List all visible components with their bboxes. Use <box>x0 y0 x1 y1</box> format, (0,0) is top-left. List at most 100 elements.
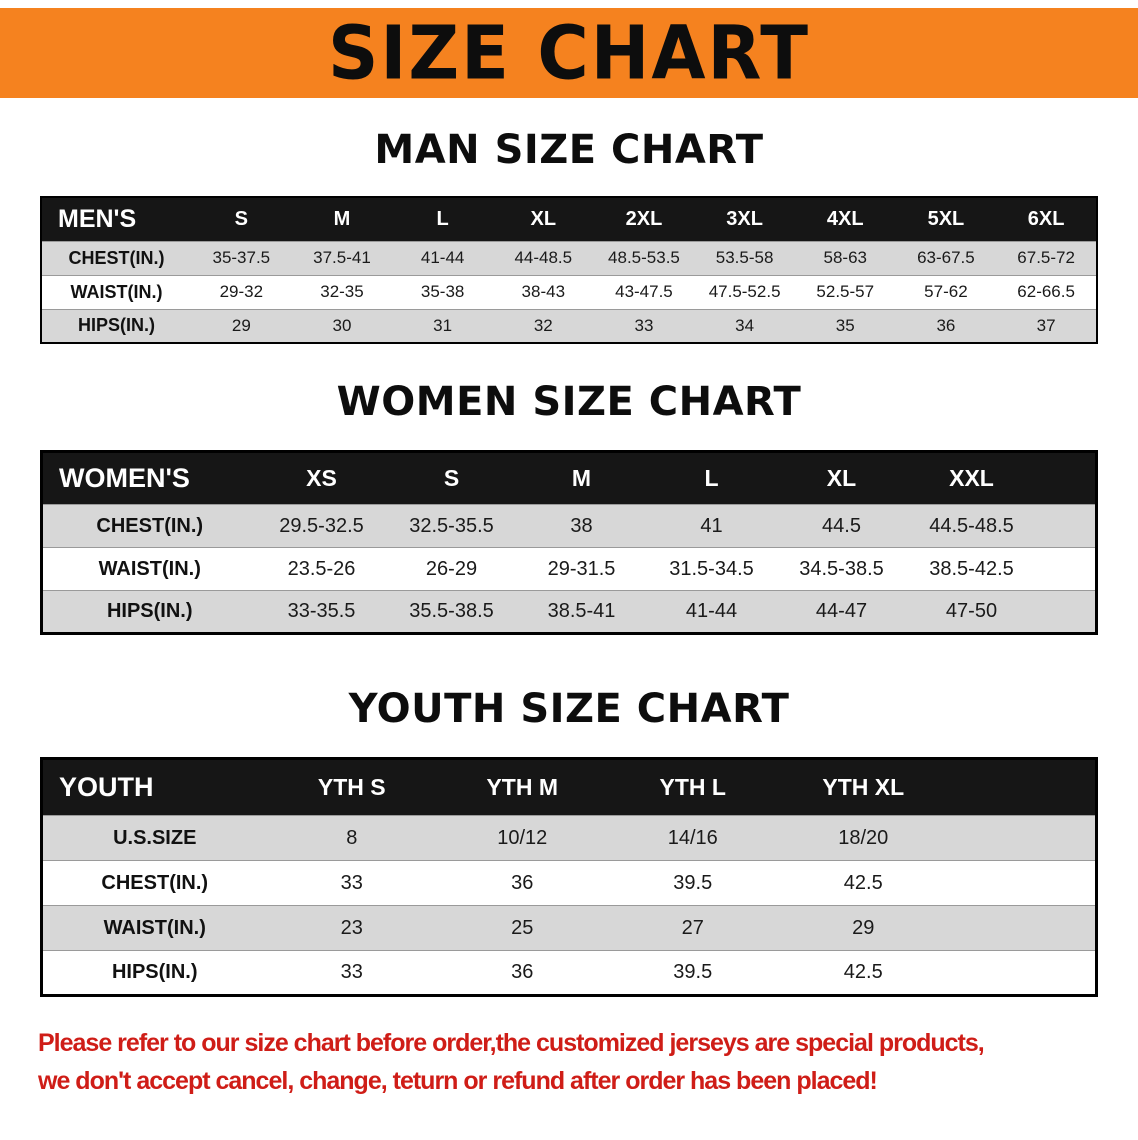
size-value-cell: 35-38 <box>420 282 465 301</box>
men-size-chart-section: MAN SIZE CHART MEN'S S M L XL 2XL 3XL 4XL 5XL 6XL… <box>0 128 1138 344</box>
size-table: MEN'S S M L XL 2XL 3XL 4XL 5XL 6XL CHEST(IN.) 35-37… <box>40 196 1098 344</box>
row-label-cell: WAIST(IN.) <box>103 916 206 939</box>
filler-cell <box>949 906 1097 951</box>
size-value-cell: 39.5 <box>673 871 713 894</box>
size-column-header: XL <box>492 197 594 241</box>
size-value-cell: 48.5-53.5 <box>608 248 680 267</box>
measurement-row: HIPS(IN.) 33-35.5 35.5-38.5 38.5-41 41-44 44-… <box>41 590 1097 634</box>
size-value-cell: 35.5-38.5 <box>409 600 494 622</box>
youth-chart-heading: YOUTH SIZE CHART <box>348 686 790 732</box>
men-size-table: MEN'S S M L XL 2XL 3XL 4XL 5XL 6XL CHEST(IN.) 35-37… <box>40 196 1098 344</box>
size-value-cell: 38.5-42.5 <box>929 557 1014 580</box>
size-value-cell: 44.5 <box>822 514 861 537</box>
filler-cell <box>1037 505 1097 548</box>
size-value-cell: 36 <box>511 961 534 983</box>
order-note-line2: we don't accept cancel, change, teturn o… <box>38 1066 878 1095</box>
size-value-cell: 32.5-35.5 <box>409 514 494 537</box>
size-column-header: 6XL <box>996 197 1097 241</box>
size-value-cell: 31.5-34.5 <box>669 557 754 580</box>
size-value-cell: 33 <box>340 961 363 983</box>
order-note-line1: Please refer to our size chart before or… <box>38 1029 985 1057</box>
size-column-header: XS <box>256 451 387 505</box>
size-value-cell: 33 <box>634 315 654 335</box>
size-value-cell: 62-66.5 <box>1017 282 1075 301</box>
measurement-row: WAIST(IN.) 23.5-26 26-29 29-31.5 31.5-34.5 34… <box>41 547 1097 591</box>
size-value-cell: 23 <box>340 916 363 939</box>
size-value-cell: 44.5-48.5 <box>929 514 1014 537</box>
men-chart-heading: MAN SIZE CHART <box>374 127 764 173</box>
size-column-header: 4XL <box>794 197 896 241</box>
size-value-cell: 52.5-57 <box>816 282 875 301</box>
size-value-cell: 29 <box>852 916 875 939</box>
size-column-header: 3XL <box>694 197 795 241</box>
size-value-cell: 10/12 <box>497 826 548 849</box>
size-column-header: L <box>646 451 777 505</box>
size-column-header: L <box>392 197 493 241</box>
size-value-cell: 38-43 <box>521 282 566 301</box>
size-value-cell: 30 <box>332 315 352 335</box>
size-value-cell: 37.5-41 <box>313 248 371 267</box>
measurement-row: CHEST(IN.) 33 36 39.5 42.5 <box>41 860 1097 906</box>
row-label-cell: CHEST(IN.) <box>101 871 209 894</box>
size-value-cell: 37 <box>1036 315 1056 335</box>
size-value-cell: 32-35 <box>320 282 364 301</box>
filler-cell <box>1036 451 1097 505</box>
filler-cell <box>949 816 1097 861</box>
row-label-cell: CHEST(IN.) <box>96 514 204 537</box>
size-value-cell: 33 <box>340 871 363 894</box>
order-note: Please refer to our size chart before or… <box>38 1025 1100 1100</box>
measurement-row: WAIST(IN.) 29-32 32-35 35-38 38-43 43-47.5 47.… <box>41 275 1097 309</box>
size-value-cell: 31 <box>433 315 453 335</box>
measurement-row: CHEST(IN.) 29.5-32.5 32.5-35.5 38 41 44.5 44.5… <box>41 504 1097 548</box>
size-value-cell: 26-29 <box>425 557 478 580</box>
row-label-cell: HIPS(IN.) <box>106 600 193 622</box>
size-value-cell: 23.5-26 <box>287 557 356 580</box>
women-size-chart-section: WOMEN SIZE CHART WOMEN'S XS S M L XL XXL CHEST(… <box>0 380 1138 635</box>
filler-cell <box>1037 591 1097 634</box>
size-value-cell: 42.5 <box>843 961 883 983</box>
table-header-row: MEN'S S M L XL 2XL 3XL 4XL 5XL 6XL <box>41 197 1097 241</box>
size-value-cell: 41-44 <box>420 248 465 267</box>
banner: SIZE CHART <box>0 8 1138 98</box>
table-header-row: YOUTH YTH S YTH M YTH L YTH XL <box>41 758 1097 816</box>
size-value-cell: 29 <box>231 315 251 335</box>
filler-cell <box>949 951 1097 996</box>
size-value-cell: 67.5-72 <box>1017 248 1075 267</box>
size-value-cell: 14/16 <box>667 826 718 849</box>
size-table: WOMEN'S XS S M L XL XXL CHEST(IN.) 29.5-32.5 32.5… <box>40 450 1098 635</box>
size-value-cell: 38 <box>570 514 593 537</box>
size-table: YOUTH YTH S YTH M YTH L YTH XL U.S.SIZE 8 10/12… <box>40 757 1098 997</box>
size-column-header: YTH L <box>607 758 778 816</box>
size-chart-page: SIZE CHART MAN SIZE CHART MEN'S S M L XL 2XL 3… <box>0 8 1138 1140</box>
size-value-cell: 47-50 <box>945 600 998 622</box>
size-value-cell: 58-63 <box>823 248 867 267</box>
size-column-header: 5XL <box>895 197 997 241</box>
size-value-cell: 33-35.5 <box>287 600 356 622</box>
row-label-cell: U.S.SIZE <box>113 826 197 849</box>
table-title-cell: WOMEN'S <box>41 451 257 505</box>
size-value-cell: 43-47.5 <box>615 282 673 301</box>
size-value-cell: 25 <box>511 916 534 939</box>
row-label-cell: HIPS(IN.) <box>111 961 198 983</box>
size-value-cell: 34.5-38.5 <box>799 557 884 580</box>
row-label-cell: WAIST(IN.) <box>98 557 201 580</box>
table-header-row: WOMEN'S XS S M L XL XXL <box>41 451 1097 505</box>
youth-size-chart-section: YOUTH SIZE CHART YOUTH YTH S YTH M YTH L YTH… <box>0 687 1138 997</box>
size-column-header: XL <box>776 451 907 505</box>
size-column-header: YTH M <box>437 758 608 816</box>
size-value-cell: 36 <box>936 315 956 335</box>
size-value-cell: 42.5 <box>843 871 883 894</box>
size-value-cell: 8 <box>346 826 358 849</box>
size-value-cell: 18/20 <box>838 826 889 849</box>
size-value-cell: 32 <box>533 315 553 335</box>
size-value-cell: 41 <box>700 514 723 537</box>
size-value-cell: 29.5-32.5 <box>279 514 364 537</box>
size-value-cell: 63-67.5 <box>917 248 975 267</box>
filler-cell <box>1037 548 1097 591</box>
table-title-cell: MEN'S <box>41 197 191 241</box>
size-value-cell: 34 <box>735 315 755 335</box>
women-size-table: WOMEN'S XS S M L XL XXL CHEST(IN.) 29.5-32.5 32.5… <box>40 450 1098 635</box>
size-value-cell: 53.5-58 <box>715 248 774 267</box>
filler-cell <box>948 758 1097 816</box>
youth-size-table: YOUTH YTH S YTH M YTH L YTH XL U.S.SIZE 8 10/12… <box>40 757 1098 997</box>
